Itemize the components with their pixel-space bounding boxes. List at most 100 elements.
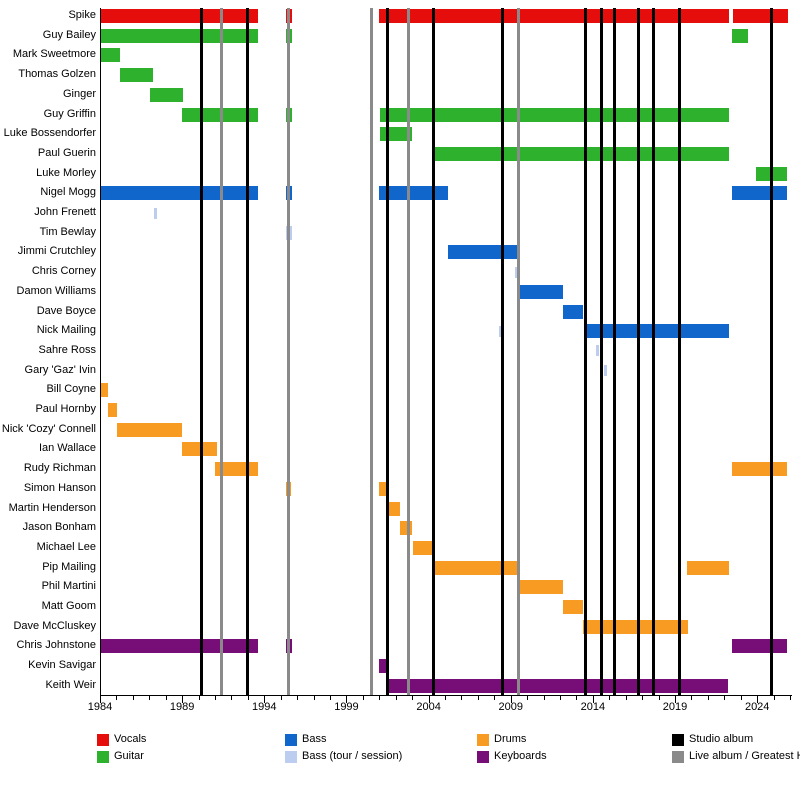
studio-album-line [432, 8, 436, 695]
member-label: Kevin Savigar [28, 659, 96, 672]
x-axis-line [100, 695, 792, 696]
axis-major-tick [346, 696, 348, 703]
member-label: Guy Griffin [43, 107, 96, 120]
member-label: Thomas Golzen [18, 68, 96, 81]
axis-year-label: 2009 [498, 701, 523, 713]
member-label: John Frenett [34, 206, 96, 218]
membership-bar [100, 186, 258, 201]
membership-bar [731, 28, 749, 43]
legend-label: Vocals [114, 733, 147, 745]
axis-minor-tick [609, 696, 611, 700]
axis-minor-tick [740, 696, 742, 700]
member-label: Rudy Richman [23, 462, 96, 475]
membership-bar [433, 560, 518, 575]
axis-minor-tick [395, 696, 397, 700]
session-bar [596, 345, 599, 357]
member-label: Dave Boyce [36, 304, 96, 317]
session-bar [499, 325, 502, 337]
studio-album-line [246, 8, 250, 695]
member-label: Guy Bailey [42, 28, 96, 41]
axis-minor-tick [132, 696, 134, 700]
axis-minor-tick [379, 696, 381, 700]
axis-minor-tick [280, 696, 282, 700]
membership-bar [517, 580, 564, 595]
membership-bar [518, 284, 564, 299]
axis-minor-tick [543, 696, 545, 700]
legend-swatch-vocals [97, 734, 109, 746]
member-label: Chris Johnstone [16, 639, 97, 652]
legend-swatch-keyboards [477, 751, 489, 763]
studio-album-line [386, 8, 390, 695]
legend-label: Studio album [689, 733, 754, 745]
membership-bar [380, 107, 730, 122]
y-axis-line [100, 8, 101, 695]
axis-major-tick [100, 696, 101, 703]
axis-minor-tick [198, 696, 200, 700]
member-label: Matt Goom [41, 600, 96, 612]
axis-minor-tick [149, 696, 151, 700]
membership-bar [100, 639, 258, 654]
member-label: Tim Bewlay [39, 225, 96, 238]
member-label: Ginger [62, 87, 96, 100]
axis-minor-tick [691, 696, 693, 700]
membership-bar [433, 146, 730, 161]
axis-major-tick [757, 696, 759, 703]
axis-minor-tick [116, 696, 118, 700]
axis-minor-tick [330, 696, 332, 700]
studio-album-line [501, 8, 505, 695]
member-label: Nick 'Cozy' Connell [1, 422, 96, 435]
membership-bar [448, 245, 518, 260]
membership-bar [379, 659, 388, 674]
live-album-line [369, 8, 373, 695]
axis-minor-tick [773, 696, 775, 700]
membership-bar [150, 87, 183, 102]
axis-minor-tick [362, 696, 364, 700]
axis-minor-tick [625, 696, 627, 700]
membership-bar [119, 68, 153, 83]
member-label: Paul Guerin [37, 146, 96, 159]
member-label: Nick Mailing [36, 324, 96, 337]
legend-label: Bass (tour / session) [302, 750, 403, 762]
axis-minor-tick [231, 696, 233, 700]
axis-minor-tick [724, 696, 726, 700]
legend-swatch-live [672, 751, 684, 763]
member-label: Jason Bonham [22, 521, 96, 534]
live-album-line [286, 8, 290, 695]
membership-bar [100, 48, 120, 63]
axis-year-label: 2019 [662, 701, 688, 713]
axis-minor-tick [560, 696, 562, 700]
member-label: Nigel Mogg [40, 186, 96, 199]
axis-major-tick [592, 696, 594, 703]
studio-album-line [584, 8, 587, 695]
session-bar [604, 365, 607, 377]
membership-bar [412, 540, 434, 555]
axis-minor-tick [165, 696, 167, 700]
session-bar [514, 266, 518, 278]
axis-minor-tick [412, 696, 414, 700]
member-label: Pip Mailing [42, 560, 96, 573]
member-label: Ian Wallace [38, 442, 96, 455]
member-label: Bill Coyne [46, 383, 96, 396]
membership-bar [586, 324, 730, 339]
axis-minor-tick [658, 696, 660, 700]
axis-year-label: 1994 [252, 701, 277, 713]
membership-bar [386, 678, 729, 693]
axis-year-label: 1989 [169, 701, 195, 713]
session-bar [154, 207, 157, 219]
member-label: Phil Martini [41, 580, 96, 593]
membership-bar [379, 186, 449, 201]
membership-bar [182, 442, 217, 457]
membership-bar [563, 304, 584, 319]
axis-minor-tick [642, 696, 644, 700]
axis-year-label: 1999 [334, 701, 359, 713]
legend-label: Live album / Greatest Hits [689, 750, 800, 762]
legend-label: Keyboards [494, 750, 547, 762]
studio-album-line [652, 8, 656, 695]
studio-album-line [769, 8, 773, 695]
member-label: Dave McCluskey [13, 619, 96, 632]
live-album-line [517, 8, 521, 695]
member-label: Michael Lee [36, 540, 96, 553]
legend-label: Drums [494, 733, 527, 745]
axis-minor-tick [576, 696, 578, 700]
member-label: Sahre Ross [38, 343, 96, 356]
